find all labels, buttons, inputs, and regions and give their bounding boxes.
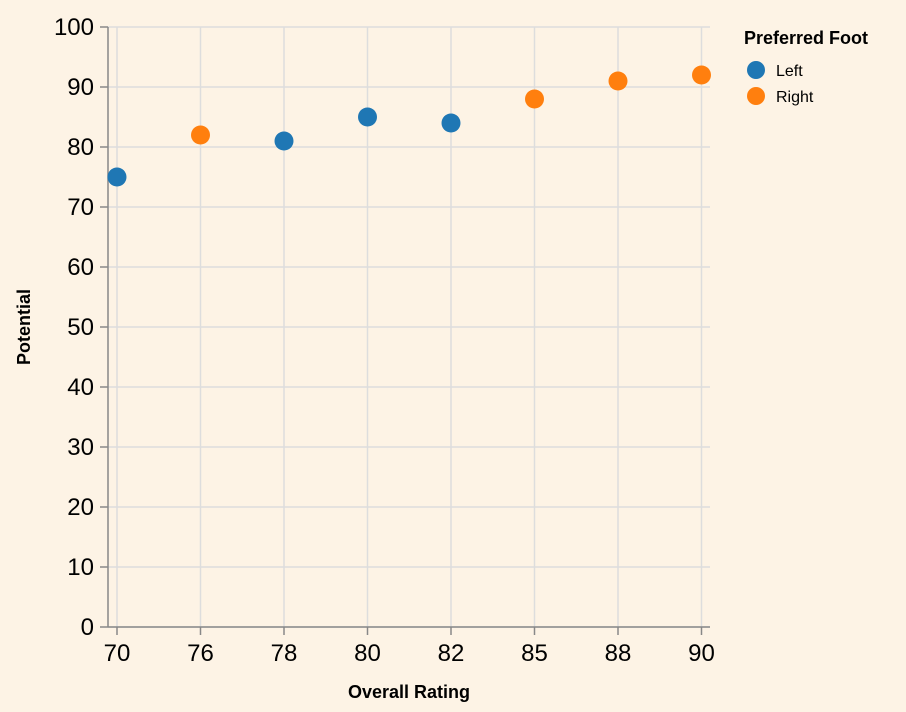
y-tick-label: 30 — [67, 434, 94, 461]
point-left[interactable] — [274, 131, 294, 151]
point-right[interactable] — [525, 89, 544, 109]
x-tick-label: 80 — [354, 640, 381, 667]
legend-swatch-right — [747, 87, 765, 105]
y-tick-label: 40 — [67, 374, 94, 401]
legend-label-left: Left — [776, 63, 803, 80]
y-tick-label: 70 — [67, 194, 94, 221]
y-axis-title: Potential — [14, 289, 34, 365]
legend-label-right: Right — [776, 89, 814, 106]
legend: Preferred Foot Left Right — [744, 28, 868, 106]
x-tick-label: 90 — [688, 640, 715, 667]
y-tick-label: 50 — [67, 314, 94, 341]
y-tick-label: 10 — [67, 554, 94, 581]
axis-layer: 0 10 20 30 40 50 60 70 80 90 100 70 76 78 80 82 85 88 90 — [54, 14, 715, 667]
x-tick-label: 85 — [521, 640, 548, 667]
x-tick-label: 76 — [187, 640, 214, 667]
point-right[interactable] — [692, 65, 711, 85]
y-tick-label: 100 — [54, 14, 94, 41]
point-left[interactable] — [107, 167, 127, 187]
y-tick-label: 80 — [67, 134, 94, 161]
x-axis-title: Overall Rating — [348, 682, 470, 702]
points-layer — [107, 65, 711, 187]
x-tick-label: 82 — [438, 640, 465, 667]
legend-title: Preferred Foot — [744, 28, 868, 48]
y-tick-label: 90 — [67, 74, 94, 101]
point-left[interactable] — [441, 113, 461, 133]
legend-swatch-left — [747, 61, 765, 79]
x-tick-label: 70 — [104, 640, 131, 667]
point-left[interactable] — [358, 107, 377, 127]
point-right[interactable] — [608, 71, 628, 91]
point-right[interactable] — [191, 125, 210, 145]
y-tick-label: 60 — [67, 254, 94, 281]
y-tick-label: 20 — [67, 494, 94, 521]
x-tick-label: 88 — [605, 640, 632, 667]
grid-layer — [108, 26, 710, 628]
x-tick-label: 78 — [271, 640, 298, 667]
y-tick-label: 0 — [81, 614, 94, 641]
